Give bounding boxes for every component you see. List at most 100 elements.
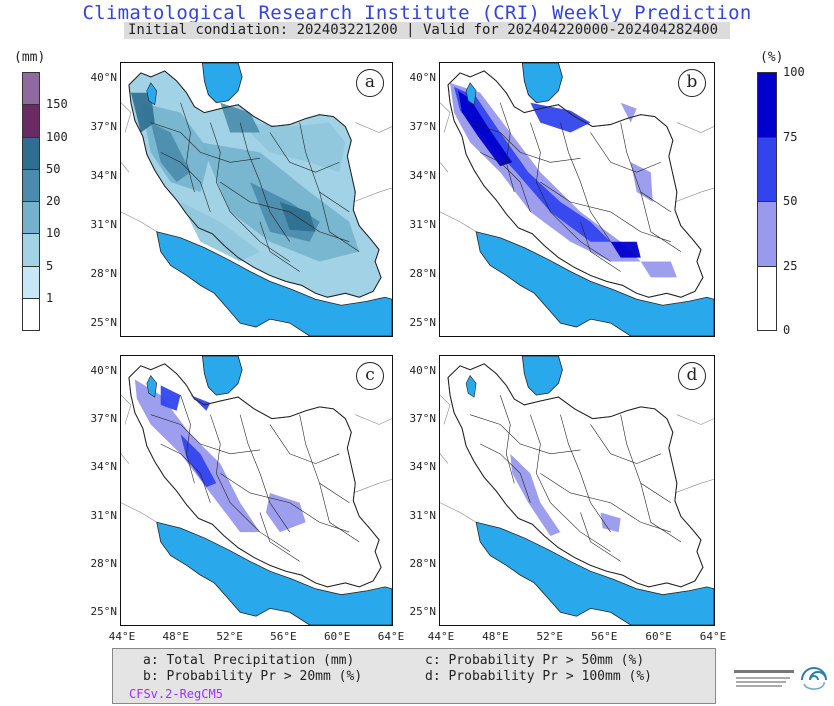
province-border [180, 102, 195, 193]
country-border [121, 453, 130, 464]
left-colorbar-segment [22, 168, 40, 202]
panel-label-d: d [678, 362, 706, 390]
province-border [229, 502, 290, 552]
country-border [121, 102, 132, 133]
latitude-label: 40°N [409, 71, 437, 84]
latitude-label: 40°N [90, 364, 118, 377]
latitude-label: 34°N [409, 460, 437, 474]
latitude-label: 37°N [409, 120, 437, 133]
iran-outline [447, 70, 704, 298]
left-colorbar-segment [22, 265, 40, 299]
country-border [676, 122, 714, 133]
legend-b: b: Probability Pr > 20mm (%) [143, 669, 363, 684]
caspian-sea [521, 356, 563, 396]
precip-area [180, 201, 260, 262]
province-border [150, 414, 261, 455]
province-border [640, 483, 682, 543]
country-border [440, 453, 449, 464]
panel-label-c: c [356, 362, 384, 390]
probability-area [620, 102, 637, 123]
right-colorbar-tick: 0 [783, 323, 791, 337]
probability-area [454, 86, 611, 242]
probability-area [458, 90, 513, 167]
province-border [530, 122, 551, 213]
province-border [319, 483, 360, 543]
latitude-label: 28°N [409, 267, 437, 280]
latitude-label: 31°N [409, 508, 437, 522]
province-border [259, 221, 300, 272]
latitude-label: 37°N [90, 412, 118, 426]
country-border [353, 187, 392, 203]
left-colorbar-tick: 5 [46, 258, 54, 273]
map-canvas [440, 356, 714, 625]
probability-area [510, 453, 561, 536]
province-border [150, 122, 261, 163]
left-colorbar-unit: (mm) [14, 50, 46, 65]
right-colorbar-tick: 25 [783, 258, 798, 273]
country-border [121, 502, 157, 523]
province-border [180, 395, 195, 484]
map-panel-a: a [120, 62, 393, 337]
precip-area [150, 122, 191, 183]
iran-outline [128, 70, 382, 298]
right-colorbar: 100 75 50 25 0 [757, 65, 805, 337]
map-panel-b: b [439, 62, 715, 337]
province-border [210, 122, 231, 213]
province-border [220, 181, 350, 242]
province-border [499, 395, 515, 484]
probability-area [610, 241, 641, 258]
province-border [480, 443, 531, 503]
province-border [299, 122, 350, 213]
right-colorbar-unit: (%) [760, 50, 784, 65]
precip-area [130, 92, 155, 133]
left-colorbar-segment [22, 136, 40, 170]
country-border [355, 122, 392, 133]
province-border [470, 414, 581, 455]
province-border [229, 211, 290, 262]
right-colorbar-tick: 75 [783, 129, 798, 144]
map-canvas [440, 63, 714, 336]
province-border [590, 132, 661, 173]
latitude-label: 34°N [409, 169, 437, 182]
province-border [470, 122, 581, 163]
province-border [560, 414, 611, 533]
iran-landmass [447, 363, 704, 588]
latitude-label: 28°N [409, 556, 437, 570]
probability-area [640, 261, 677, 278]
province-border [640, 191, 682, 252]
longitude-label: 44°E [427, 630, 455, 643]
country-border [121, 211, 157, 233]
longitude-label: 52°E [536, 630, 564, 643]
province-border [239, 414, 291, 533]
left-colorbar-segment [22, 104, 40, 138]
country-border [440, 394, 451, 425]
lake-urmia [146, 82, 158, 106]
left-colorbar-segment [22, 233, 40, 267]
latitude-label: 40°N [409, 364, 437, 377]
province-border [480, 152, 531, 213]
persian-gulf [156, 231, 392, 336]
iran-outline [447, 363, 704, 588]
right-colorbar-segment [757, 201, 777, 267]
longitude-label: 48°E [162, 630, 190, 643]
province-border [299, 414, 350, 503]
latitude-label: 28°N [90, 267, 118, 280]
latitude-label: 40°N [90, 71, 118, 84]
province-border [499, 102, 515, 193]
country-border [440, 502, 477, 523]
country-border [121, 162, 130, 173]
precip-area [240, 122, 346, 173]
country-border [440, 162, 449, 173]
left-colorbar-tick: 50 [46, 161, 61, 176]
left-colorbar-tick: 150 [46, 97, 68, 112]
legend-a: a: Total Precipitation (mm) [143, 653, 355, 668]
persian-gulf [475, 521, 714, 625]
map-panel-d: d [439, 355, 715, 626]
country-border [674, 478, 714, 494]
longitude-label: 56°E [590, 630, 618, 643]
province-border [259, 512, 300, 562]
longitude-label: 52°E [216, 630, 243, 643]
lake-urmia [465, 375, 477, 398]
left-colorbar-tick: 100 [46, 129, 68, 144]
caspian-sea [201, 63, 243, 104]
